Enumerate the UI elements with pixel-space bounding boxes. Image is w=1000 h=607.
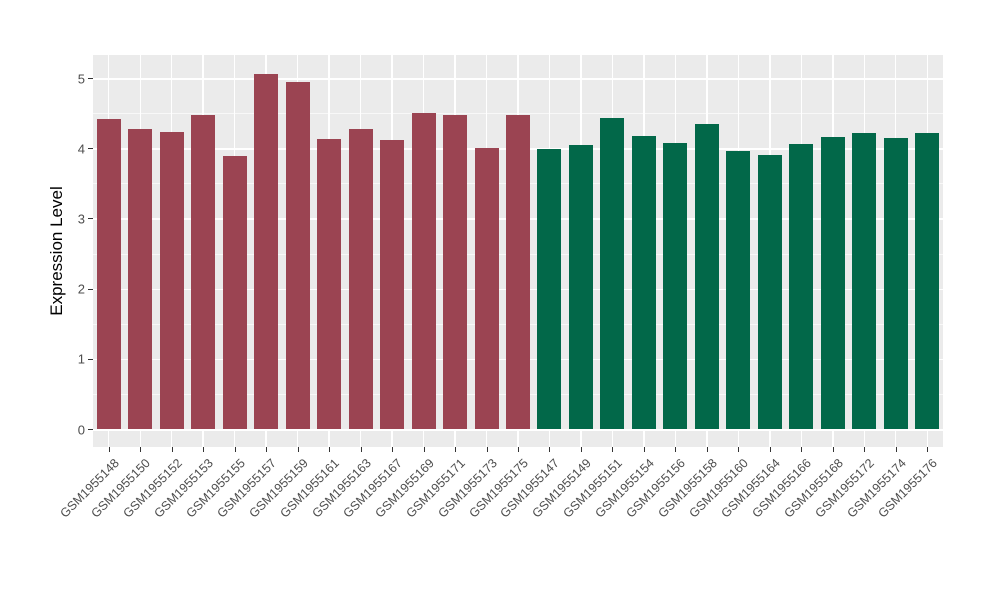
- x-tick-mark: [171, 447, 173, 452]
- x-tick-mark: [549, 447, 551, 452]
- bar-GSM1955148: [96, 118, 121, 429]
- bar-GSM1955173: [474, 148, 499, 429]
- bar-GSM1955172: [852, 132, 877, 429]
- bar-GSM1955171: [443, 115, 468, 429]
- x-tick-mark: [895, 447, 897, 452]
- x-tick-mark: [580, 447, 582, 452]
- bar-GSM1955167: [380, 139, 405, 429]
- bar-GSM1955156: [663, 143, 688, 429]
- y-tick-mark: [88, 148, 93, 150]
- x-tick-mark: [675, 447, 677, 452]
- y-tick-label: 4: [77, 141, 85, 157]
- bar-GSM1955160: [726, 151, 751, 429]
- x-tick-mark: [518, 447, 519, 452]
- y-tick-mark: [88, 429, 93, 430]
- x-tick-mark: [801, 447, 803, 452]
- x-tick-mark: [706, 447, 708, 452]
- bar-GSM1955158: [694, 123, 719, 429]
- bar-GSM1955166: [789, 143, 814, 429]
- y-tick-label: 1: [77, 351, 85, 367]
- x-tick-mark: [140, 447, 142, 452]
- bar-GSM1955153: [191, 114, 216, 429]
- bar-GSM1955157: [254, 74, 279, 429]
- x-tick-mark: [769, 447, 771, 452]
- bar-GSM1955154: [631, 136, 656, 429]
- bar-GSM1955155: [222, 155, 247, 429]
- y-tick-mark: [88, 218, 93, 220]
- x-tick-mark: [203, 447, 205, 452]
- bar-GSM1955159: [285, 81, 310, 429]
- y-tick-mark: [88, 78, 93, 79]
- bar-GSM1955152: [159, 132, 184, 429]
- x-tick-mark: [108, 447, 110, 452]
- x-tick-mark: [612, 447, 614, 452]
- y-tick-mark: [88, 288, 93, 290]
- x-tick-mark: [864, 447, 866, 452]
- bar-GSM1955164: [757, 154, 782, 429]
- x-tick-mark: [643, 447, 645, 452]
- x-tick-mark: [392, 447, 394, 452]
- bar-GSM1955147: [537, 148, 562, 429]
- bar-GSM1955176: [915, 132, 940, 429]
- x-tick-mark: [738, 447, 740, 452]
- x-tick-mark: [360, 447, 362, 452]
- y-tick-mark: [88, 358, 93, 360]
- x-tick-mark: [486, 447, 488, 452]
- expression-bar-chart: Expression Level 0 1 2 3 4 5 GSM1955148 GSM1955…: [47, 55, 943, 521]
- x-tick-mark: [927, 447, 929, 452]
- x-tick-mark: [423, 447, 425, 452]
- bar-GSM1955169: [411, 113, 436, 429]
- bar-GSM1955175: [506, 114, 530, 429]
- x-tick-mark: [455, 447, 457, 452]
- y-tick-label: 0: [77, 422, 85, 437]
- bar-GSM1955149: [568, 144, 593, 429]
- bar-GSM1955151: [600, 118, 625, 429]
- x-tick-mark: [266, 447, 268, 452]
- y-tick-label: 2: [77, 281, 85, 297]
- bar-GSM1955150: [128, 129, 153, 429]
- bar-GSM1955168: [820, 136, 845, 429]
- y-tick-label: 3: [77, 211, 85, 227]
- x-tick-mark: [329, 447, 331, 452]
- plot-panel: [93, 55, 943, 447]
- x-tick-mark: [297, 447, 299, 452]
- x-tick-mark: [234, 447, 236, 452]
- bar-GSM1955161: [317, 139, 342, 429]
- bar-GSM1955163: [348, 129, 373, 429]
- bar-GSM1955174: [883, 137, 908, 429]
- x-tick-mark: [832, 447, 834, 452]
- y-tick-label: 5: [77, 71, 85, 86]
